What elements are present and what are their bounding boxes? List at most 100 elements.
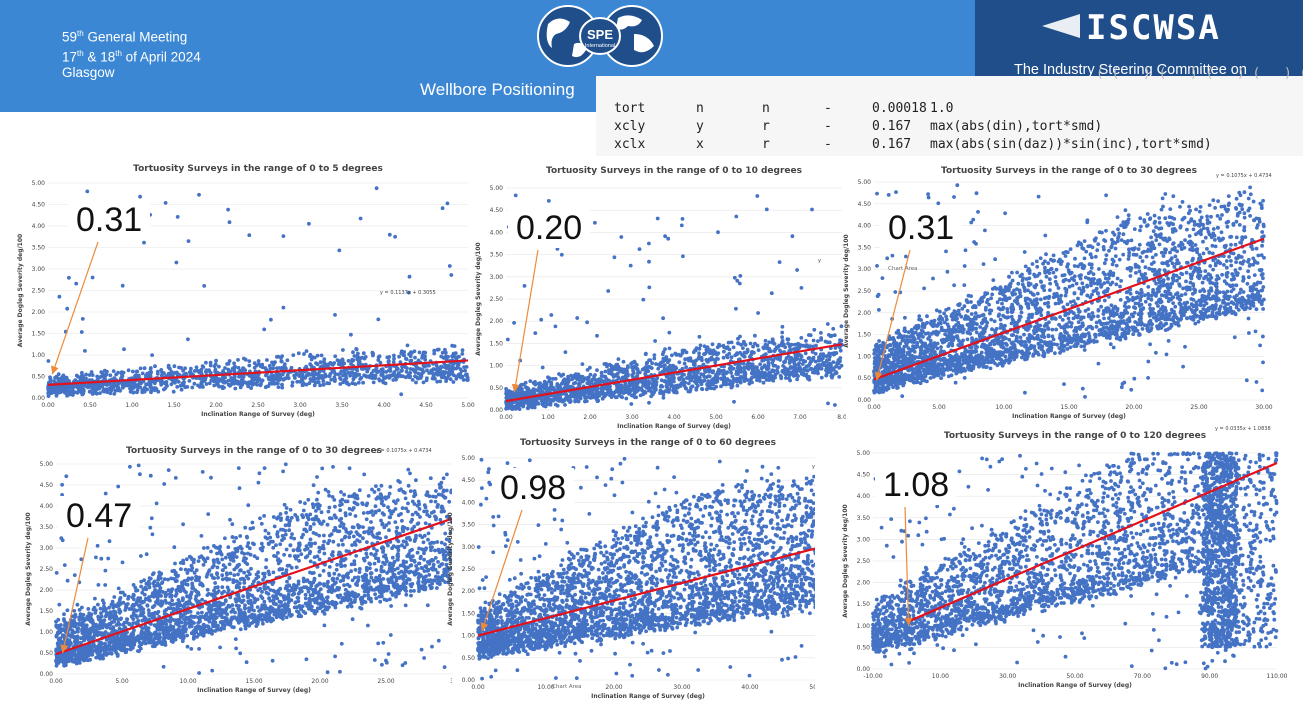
data-point [666,236,671,241]
data-point [432,375,436,380]
data-point [380,372,385,377]
data-point [665,375,669,379]
data-point [547,397,552,401]
data-point [989,296,993,301]
data-point [337,248,342,253]
data-point [1118,319,1123,323]
data-point [717,371,721,376]
data-point [789,359,794,363]
table-row: tort n n -0.00018 1.0 [614,101,954,116]
data-point [777,343,782,348]
data-point [1081,247,1086,251]
data-point [725,355,730,360]
x-tick-label: 5.00 [709,414,723,421]
data-point [432,351,437,356]
x-tick-label: 8.0 [837,414,847,421]
data-point [163,386,168,390]
data-point [743,343,748,347]
data-point [660,360,664,365]
data-point [1171,241,1176,245]
y-axis-label: Average Dogleg Severity deg/100 [17,234,24,347]
data-point [1197,209,1202,214]
data-point [304,364,309,369]
data-point [508,404,512,408]
data-point [1085,220,1090,225]
data-point [1058,315,1062,319]
data-point [766,363,771,368]
data-point [543,397,548,402]
data-point [513,193,518,198]
data-point [1120,327,1124,332]
data-point [186,337,190,342]
data-point [1104,193,1108,198]
data-point [573,398,578,402]
data-point [120,385,125,390]
data-point [1261,198,1265,203]
data-point [120,283,125,288]
data-point [810,207,814,212]
data-point [1101,245,1106,249]
data-point [576,399,581,404]
data-point [186,239,191,243]
data-point [661,350,666,354]
data-point [1101,312,1106,316]
data-point [928,338,933,343]
data-point [551,377,555,381]
data-point [152,381,157,386]
data-point [1157,216,1162,220]
data-point [570,385,575,390]
data-point [1000,301,1004,306]
data-point [119,376,123,381]
data-point [1205,226,1210,231]
data-point [569,394,573,399]
data-point [95,374,100,379]
data-point [683,357,688,362]
data-point [539,317,544,322]
data-point [371,353,375,358]
data-point [319,353,324,358]
data-point [1110,241,1115,246]
data-point [661,364,666,368]
data-point [1140,327,1145,331]
data-point [1168,250,1172,255]
data-point [716,376,720,381]
data-point [652,356,657,361]
data-point [641,297,646,302]
data-point [613,389,618,394]
meeting-line-2: 17th & 18th of April 2024 [62,48,201,65]
data-point [616,357,621,361]
data-point [622,367,627,372]
data-point [1016,281,1021,286]
data-point [1035,291,1040,296]
data-point [1132,376,1137,381]
data-point [659,384,663,389]
data-point [1118,298,1123,302]
data-point [447,371,451,375]
data-point [710,342,715,347]
data-point [1066,311,1071,316]
intercept-annotation: 0.31 [68,200,151,240]
data-point [192,369,197,373]
data-point [150,386,155,390]
data-point [242,356,246,361]
data-point [1241,276,1246,281]
data-point [1053,317,1058,321]
data-point [1166,276,1170,281]
data-point [83,349,87,353]
data-point [986,357,990,362]
data-point [227,359,232,363]
data-point [555,398,559,402]
data-point [336,362,341,366]
data-point [1214,303,1218,307]
data-point [1108,319,1113,324]
intercept-annotation: 0.20 [508,208,591,248]
data-point [560,381,565,385]
x-tick-label: 15.00 [1060,404,1077,411]
data-point [400,368,404,373]
data-point [673,365,678,369]
data-point [48,380,53,384]
data-point [672,390,677,395]
data-point [356,351,360,356]
data-point [722,368,726,373]
data-point [571,381,576,386]
